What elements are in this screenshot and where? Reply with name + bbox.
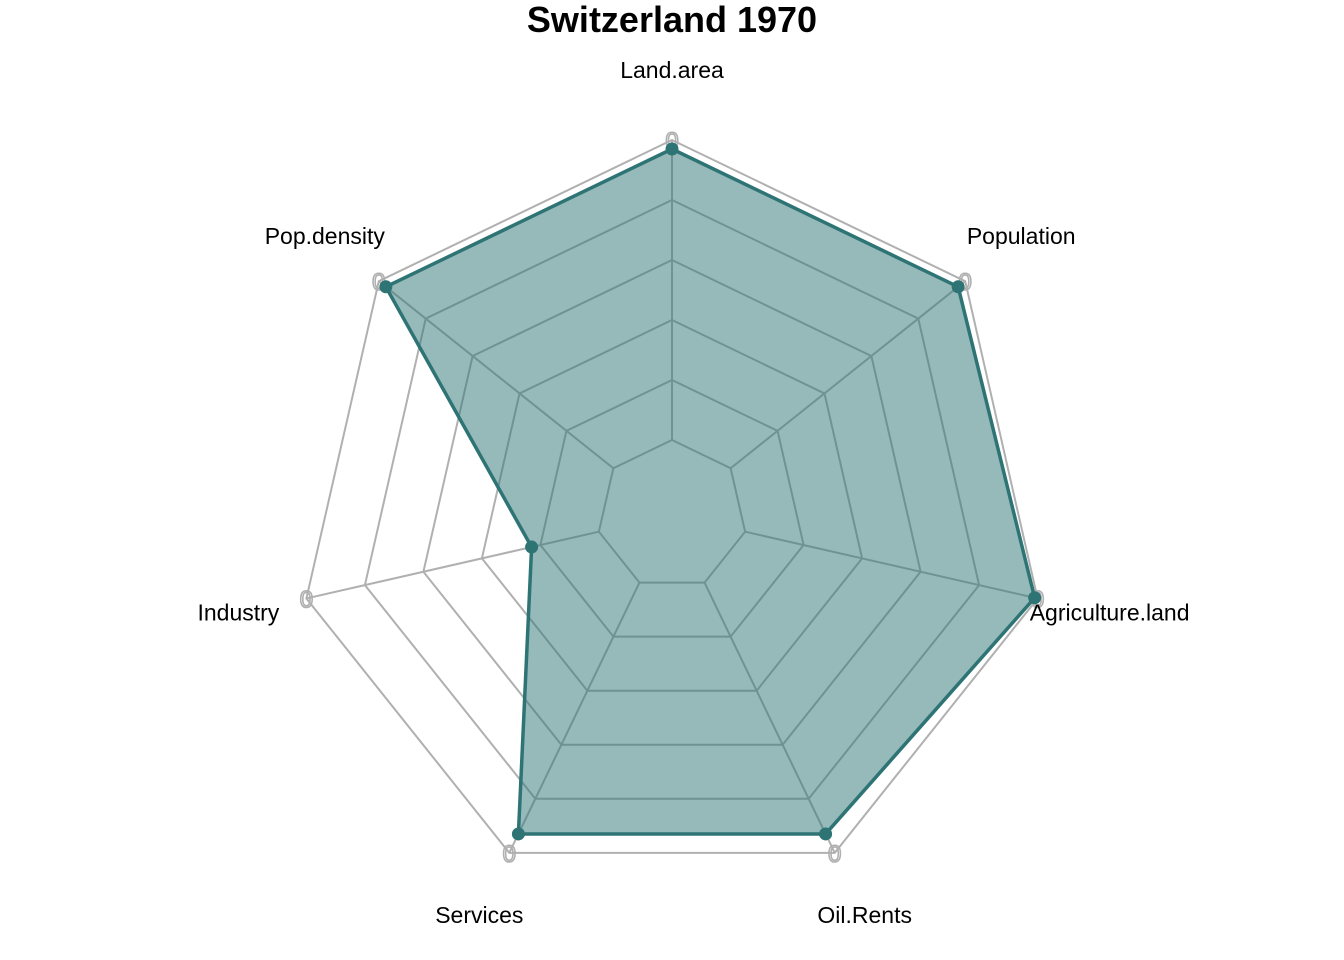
data-point-land-area (665, 142, 679, 156)
axis-label-land-area: Land.area (620, 57, 724, 83)
data-point-services (511, 827, 525, 841)
series-area-0 (384, 147, 1037, 836)
tick-label-5: 0 (300, 586, 313, 613)
axis-label-agriculture-land: Agriculture.land (1030, 599, 1190, 625)
data-point-agriculture-land (1028, 591, 1042, 605)
data-point-industry (525, 540, 539, 554)
axis-label-oil-rents: Oil.Rents (817, 902, 912, 928)
axis-label-population: Population (967, 223, 1076, 249)
data-point-population (951, 280, 965, 294)
tick-label-3: 0 (828, 841, 841, 868)
tick-label-4: 0 (503, 841, 516, 868)
axis-label-pop-density: Pop.density (265, 223, 386, 249)
data-point-oil-rents (819, 827, 833, 841)
axis-labels: Land.area Population Agriculture.land Oil.R… (197, 57, 1189, 928)
axis-label-services: Services (435, 902, 523, 928)
radar-series (379, 142, 1042, 841)
axis-label-industry: Industry (197, 599, 279, 625)
data-point-pop-density (379, 280, 393, 294)
grid-ring-5 (305, 138, 1039, 854)
chart-title: Switzerland 1970 (527, 0, 817, 40)
